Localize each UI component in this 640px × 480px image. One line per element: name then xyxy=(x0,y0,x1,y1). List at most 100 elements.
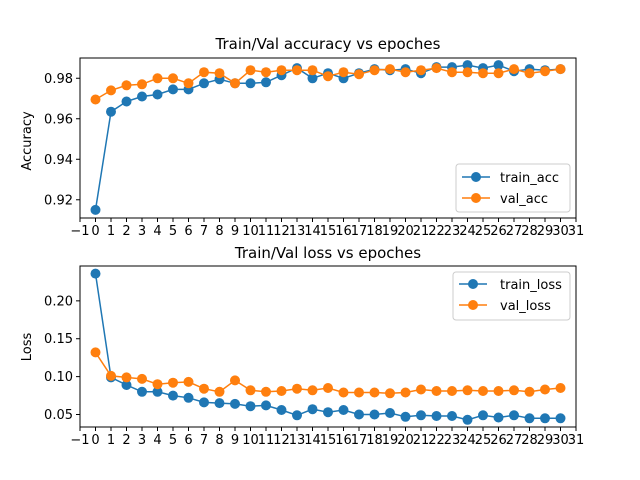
loss-xtick-label: 29 xyxy=(537,433,554,448)
accuracy-xtick-label: 5 xyxy=(169,224,177,239)
loss-plot: Train/Val loss vs epoches Loss −1 0 1 2 3 4 5 6… xyxy=(20,244,584,448)
accuracy-xtick-label: −1 xyxy=(70,224,89,239)
accuracy-xtick-label: 13 xyxy=(289,224,306,239)
val-loss-point xyxy=(137,373,147,384)
val-acc-point xyxy=(493,68,504,79)
loss-xtick-label: 2 xyxy=(122,433,130,448)
loss-xtick-label: 6 xyxy=(184,433,192,448)
accuracy-xtick-label: 17 xyxy=(351,224,368,239)
loss-xtick-label: 28 xyxy=(521,433,538,448)
val-acc-point xyxy=(292,65,302,76)
accuracy-xtick-label: 12 xyxy=(273,224,290,239)
val-acc-point xyxy=(354,69,364,80)
train-loss-point xyxy=(307,404,318,415)
legend-val-acc-marker xyxy=(471,193,481,203)
accuracy-xtick-label: 29 xyxy=(537,224,554,239)
accuracy-xtick-label: 20 xyxy=(397,224,414,239)
loss-xtick-label: 14 xyxy=(304,433,321,448)
train-loss-point xyxy=(245,401,256,412)
loss-xtick-label: 11 xyxy=(258,433,275,448)
loss-legend: train_loss val_loss xyxy=(452,271,571,321)
train-loss-point xyxy=(524,413,535,424)
train-loss-point xyxy=(369,409,380,420)
val-acc-point xyxy=(338,67,349,78)
val-loss-point xyxy=(400,387,411,398)
accuracy-xtick-label: 3 xyxy=(138,224,146,239)
loss-xtick-label: 7 xyxy=(200,433,208,448)
val-acc-point xyxy=(230,78,240,89)
train-loss-point xyxy=(276,405,287,415)
train-loss-point xyxy=(292,410,302,421)
loss-xtick-label: 16 xyxy=(335,433,352,448)
val-acc-point xyxy=(385,64,395,75)
val-acc-point xyxy=(478,68,488,79)
val-acc-point xyxy=(509,64,519,75)
legend-train-loss-label: train_loss xyxy=(500,278,562,293)
val-loss-point xyxy=(183,376,194,387)
val-loss-point xyxy=(540,384,550,395)
val-acc-point xyxy=(431,63,442,74)
val-loss-point xyxy=(493,386,504,396)
train-loss-point xyxy=(447,411,457,421)
loss-xtick-label: 0 xyxy=(91,433,99,448)
loss-xtick-label: 8 xyxy=(215,433,223,448)
train-loss-point xyxy=(555,413,566,424)
val-loss-point xyxy=(369,387,380,398)
accuracy-xtick-label: 15 xyxy=(320,224,337,239)
train-loss-point xyxy=(137,386,147,397)
accuracy-xtick-label: 24 xyxy=(459,224,476,239)
val-acc-point xyxy=(121,80,132,91)
val-loss-point xyxy=(199,383,209,394)
accuracy-xtick-label: 25 xyxy=(475,224,492,239)
train-loss-point xyxy=(261,400,271,411)
val-loss-point xyxy=(261,386,271,397)
val-acc-point xyxy=(369,65,380,76)
loss-ytick-label: 0.10 xyxy=(44,370,73,385)
train-acc-point xyxy=(137,91,147,102)
train-loss-point xyxy=(230,398,240,409)
loss-xtick-label: 9 xyxy=(231,433,239,448)
val-acc-point xyxy=(90,94,101,105)
loss-axes-frame xyxy=(79,265,577,428)
val-loss-point xyxy=(509,385,519,396)
loss-xtick-label: 12 xyxy=(273,433,290,448)
accuracy-xtick-label: 30 xyxy=(552,224,569,239)
loss-xtick-label: 5 xyxy=(169,433,177,448)
loss-xtick-label: 23 xyxy=(444,433,461,448)
train-loss-point xyxy=(338,405,349,415)
loss-xtick-label: 1 xyxy=(107,433,115,448)
loss-xtick-label: 26 xyxy=(490,433,507,448)
accuracy-xtick-label: 4 xyxy=(153,224,161,239)
val-loss-point xyxy=(447,386,457,396)
val-acc-point xyxy=(540,66,550,77)
val-acc-point xyxy=(214,68,225,79)
train-acc-point xyxy=(199,78,209,89)
train-loss-point xyxy=(152,386,163,397)
val-loss-point xyxy=(478,386,488,396)
val-loss-point xyxy=(385,388,395,399)
train-acc-point xyxy=(261,77,271,88)
loss-xtick-label: 20 xyxy=(397,433,414,448)
val-acc-point xyxy=(307,65,318,76)
loss-xtick-label: 22 xyxy=(428,433,445,448)
val-loss-point xyxy=(354,387,364,398)
loss-xtick-label: 13 xyxy=(289,433,306,448)
accuracy-xtick-label: 28 xyxy=(521,224,538,239)
val-acc-point xyxy=(168,73,178,84)
val-loss-point xyxy=(106,370,116,381)
train-acc-point xyxy=(168,84,178,95)
loss-ytick-label: 0.05 xyxy=(44,408,73,423)
loss-xtick-label: 21 xyxy=(413,433,430,448)
val-acc-point xyxy=(323,71,333,82)
train-loss-point xyxy=(121,380,132,390)
accuracy-xtick-label: 18 xyxy=(366,224,383,239)
loss-ytick-label: 0.15 xyxy=(44,332,73,347)
accuracy-xtick-label: 10 xyxy=(242,224,259,239)
accuracy-ytick-label: 0.96 xyxy=(44,112,73,127)
train-loss-point xyxy=(183,392,194,403)
accuracy-xtick-label: 11 xyxy=(258,224,275,239)
train-loss-point xyxy=(323,407,333,418)
val-loss-point xyxy=(121,372,132,383)
